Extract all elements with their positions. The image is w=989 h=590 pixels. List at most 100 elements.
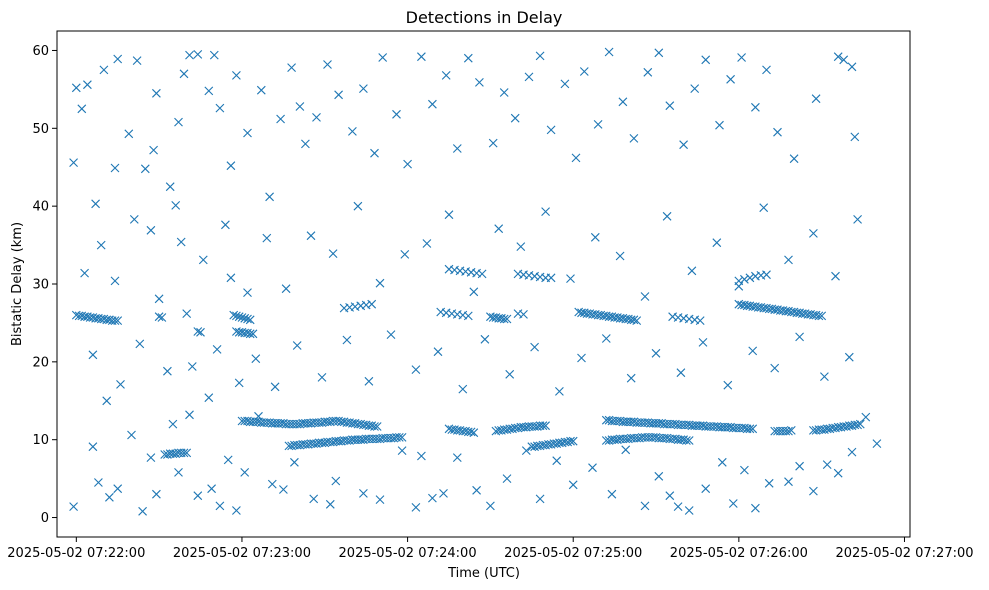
data-point — [221, 220, 230, 230]
y-axis: 0 10 20 30 40 50 60 — [32, 44, 57, 526]
data-point — [88, 442, 98, 452]
data-point — [232, 506, 241, 515]
data-point — [193, 50, 203, 59]
data-point — [331, 476, 341, 486]
data-point — [80, 268, 89, 278]
data-point — [673, 502, 683, 511]
data-point — [861, 412, 871, 422]
data-point — [129, 215, 139, 224]
data-point — [784, 477, 793, 487]
data-point — [469, 428, 479, 438]
data-point — [820, 372, 829, 381]
data-point — [784, 255, 793, 265]
data-point — [458, 384, 468, 394]
data-point — [243, 314, 252, 324]
data-point — [279, 485, 288, 494]
data-point — [502, 474, 512, 483]
data-point — [193, 491, 203, 501]
data-point — [292, 341, 302, 350]
data-point — [626, 373, 636, 383]
data-point — [466, 427, 476, 437]
data-point — [168, 419, 178, 429]
data-point — [538, 421, 548, 431]
data-point — [372, 422, 382, 431]
data-point — [105, 492, 114, 502]
data-point — [577, 353, 586, 363]
data-point — [535, 51, 545, 61]
data-point — [417, 52, 426, 62]
data-point — [751, 503, 760, 513]
data-point — [248, 329, 258, 339]
data-point — [433, 347, 443, 357]
data-point — [745, 424, 755, 434]
data-point — [472, 485, 481, 495]
data-point — [226, 273, 236, 283]
data-point — [71, 83, 81, 93]
data-point — [809, 229, 818, 238]
data-point — [301, 139, 310, 149]
data-point — [309, 494, 319, 504]
y-axis-title: Bistatic Delay (km) — [10, 222, 25, 346]
data-point — [234, 378, 244, 388]
data-point — [439, 489, 448, 498]
data-point — [499, 88, 509, 97]
data-point — [654, 48, 664, 58]
data-point — [251, 354, 261, 364]
data-point — [809, 486, 818, 496]
data-point — [394, 433, 404, 442]
data-point — [607, 489, 617, 499]
data-point — [814, 311, 824, 321]
data-point — [566, 274, 575, 283]
data-point — [138, 506, 147, 516]
data-point — [463, 311, 473, 321]
data-point — [135, 339, 145, 349]
x-tick-label: 2025-05-02 07:23:00 — [173, 546, 311, 561]
data-point — [552, 456, 562, 466]
data-point — [759, 203, 769, 213]
data-point — [748, 346, 758, 356]
data-point — [140, 164, 150, 174]
data-point — [113, 484, 123, 494]
data-point — [127, 430, 136, 440]
data-point — [400, 250, 410, 259]
data-point — [695, 316, 705, 325]
data-point — [378, 53, 388, 62]
data-point — [662, 211, 672, 221]
data-point — [762, 65, 771, 75]
data-point — [290, 457, 299, 467]
x-axis-title: Time (UTC) — [447, 566, 520, 581]
data-point — [475, 78, 484, 87]
data-point — [229, 310, 239, 320]
data-point — [568, 436, 578, 446]
y-tick-label: 50 — [32, 122, 49, 137]
data-point — [152, 88, 161, 98]
data-point — [196, 327, 205, 337]
data-point — [306, 231, 316, 241]
y-tick-label: 30 — [32, 278, 49, 293]
data-point — [665, 491, 675, 501]
data-point — [245, 329, 255, 339]
data-point — [629, 315, 639, 325]
y-tick-label: 10 — [32, 433, 49, 448]
data-point — [632, 316, 642, 325]
data-point — [110, 163, 120, 173]
data-point — [370, 422, 379, 431]
data-point — [146, 225, 156, 235]
data-point — [397, 446, 407, 455]
data-point — [546, 125, 556, 135]
data-point — [560, 79, 570, 89]
data-point — [232, 311, 241, 321]
data-point — [510, 113, 520, 123]
data-point — [154, 312, 164, 322]
data-point — [226, 161, 236, 171]
data-point — [715, 120, 724, 130]
data-point — [469, 287, 479, 297]
data-point — [171, 201, 181, 210]
data-point — [185, 410, 194, 420]
data-point — [207, 484, 216, 494]
data-point — [847, 447, 857, 457]
x-tick-label: 2025-05-02 07:22:00 — [7, 546, 145, 561]
data-point — [165, 182, 175, 192]
data-point — [640, 292, 650, 301]
